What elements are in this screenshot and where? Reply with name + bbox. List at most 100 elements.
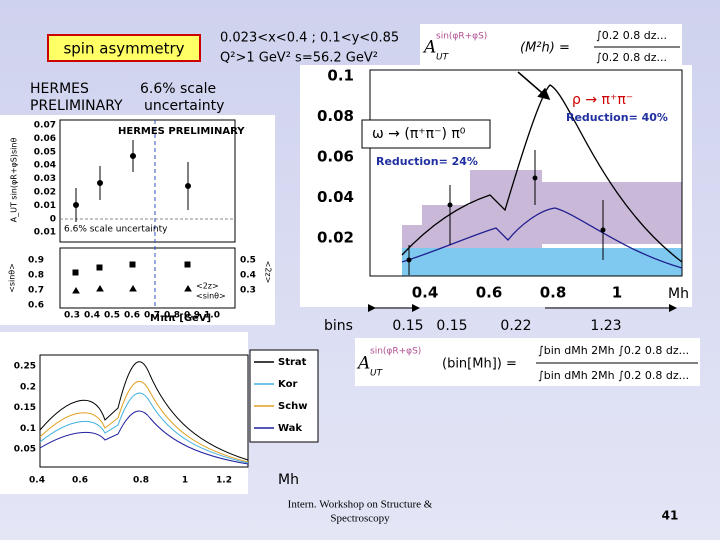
- tick-label: 0.7: [28, 286, 44, 296]
- tick-label: 0.3: [240, 286, 256, 296]
- legend: <sinθ>: [196, 292, 226, 301]
- formula: sin(φR+φS): [436, 32, 487, 42]
- tick-label: 0.05: [14, 445, 36, 455]
- legend-entry: Schw: [278, 401, 308, 412]
- page-number: 41: [662, 509, 679, 523]
- curve: [401, 84, 683, 263]
- tick-label: 0.08: [317, 107, 354, 125]
- formula: ∫bin dMh 2Mh ∫0.2 0.8 dz...: [538, 369, 689, 382]
- formula: (bin[Mh]) =: [442, 357, 517, 372]
- tick-label: 0.5: [240, 256, 256, 266]
- formula: ∫0.2 0.8 dz...: [596, 51, 667, 64]
- frame: [59, 119, 236, 243]
- tick-label: 1: [612, 284, 622, 302]
- formula: A: [356, 354, 370, 374]
- annotation: Reduction= 40%: [566, 111, 668, 124]
- tick-label: 1.2: [216, 476, 232, 486]
- bins: 0.15 0.15 0.22 1.23: [392, 318, 621, 334]
- tick-label: 0.8: [133, 476, 149, 486]
- formula-box: [355, 338, 700, 386]
- tick-label: 0.5: [104, 311, 120, 321]
- hermes: HERMES: [30, 81, 89, 97]
- curve: [39, 361, 249, 461]
- bottom-plot: [0, 332, 248, 494]
- tick-label: 0.9: [28, 256, 44, 266]
- tick-label: 0.8: [28, 271, 44, 281]
- bins-label: bins: [324, 318, 353, 334]
- tick-label: 0.04: [317, 188, 354, 206]
- tick-label: 0.4: [84, 311, 100, 321]
- tick-label: 0.15: [436, 318, 467, 334]
- tick-label: 0.07: [34, 121, 56, 131]
- tick-label: 0.22: [500, 318, 531, 334]
- bottom-ticks: 0.25 0.2 0.15 0.1 0.05 0.4 0.6 0.8 1 1.2: [14, 362, 232, 486]
- tick-label: 0.7: [144, 311, 160, 321]
- annotation: ω → (π⁺π⁻) π⁰: [372, 126, 466, 142]
- tick-label: 0.6: [28, 301, 44, 311]
- side-label: <sinθ>: [8, 263, 17, 293]
- tick-label: 0.05: [34, 147, 56, 157]
- tick-label: 0.02: [34, 188, 56, 198]
- formula: UT: [436, 53, 450, 63]
- tick-label: 0.01: [34, 228, 56, 238]
- tick-label: 0.03: [34, 174, 56, 184]
- curve: [39, 410, 249, 465]
- main-ticks: 0.1 0.08 0.06 0.04 0.02 0.4 0.6 0.8 1: [317, 67, 622, 302]
- tick-label: 0.9: [184, 311, 200, 321]
- arrow: [517, 71, 551, 100]
- legend-entry: Wak: [278, 423, 302, 434]
- formula-box: [420, 24, 682, 68]
- note: 6.6% scale uncertainty: [64, 225, 168, 235]
- kinematics: Q²>1 GeV² s=56.2 GeV²: [220, 51, 378, 66]
- tick-label: 0.6: [476, 284, 503, 302]
- hermes: 6.6% scale: [140, 81, 216, 97]
- tick-label: 0.06: [34, 134, 56, 144]
- legend: Strat Kor Schw Wak: [254, 357, 308, 434]
- tick-label: 0.06: [317, 148, 354, 166]
- curve: [39, 380, 249, 463]
- frame: [39, 354, 249, 468]
- xlabel: Mh: [668, 286, 689, 302]
- plot-title: HERMES PRELIMINARY: [118, 126, 245, 137]
- legend-entry: Strat: [278, 357, 307, 368]
- formula: A: [422, 38, 436, 58]
- tick-label: 1.23: [590, 318, 621, 334]
- tick-label: 0.2: [20, 382, 36, 392]
- tick-label: 0.4: [240, 271, 256, 281]
- footer: Spectroscopy: [330, 513, 390, 525]
- kinematics: 0.023<x<0.4 ; 0.1<y<0.85: [220, 31, 399, 46]
- legend: <2z>: [196, 282, 219, 291]
- legend-box: [249, 349, 319, 443]
- footer: Intern. Workshop on Structure &: [288, 499, 433, 511]
- frame: [59, 247, 236, 309]
- tick-label: 0.25: [14, 362, 36, 372]
- tick-label: 0.8: [540, 284, 567, 302]
- xlabel: Mππ [GeV]: [150, 313, 211, 324]
- tick-label: 0.4: [412, 284, 439, 302]
- annotation: Reduction= 24%: [376, 155, 478, 168]
- hermes: uncertainty: [144, 98, 224, 114]
- tick-label: 0.02: [317, 229, 354, 247]
- frame: [369, 69, 683, 277]
- left-plot: [0, 115, 275, 325]
- tick-label: 0.1: [20, 424, 36, 434]
- tick-label: 0.1: [327, 67, 354, 85]
- xlabel: Mh: [278, 472, 299, 488]
- tick-label: 0.4: [29, 476, 45, 486]
- tick-label: 0: [50, 214, 56, 224]
- tick-label: 0.15: [392, 318, 423, 334]
- bands: [402, 170, 682, 276]
- tick-label: 0.15: [14, 403, 36, 413]
- formula: UT: [370, 369, 384, 379]
- tick-label: 1: [182, 476, 188, 486]
- side-label: <2z>: [264, 261, 273, 284]
- tick-label: 0.04: [34, 161, 56, 171]
- tick-label: 1.0: [204, 311, 220, 321]
- curve: [401, 207, 683, 269]
- omega-box: [361, 119, 491, 149]
- left-ticks: 0.07 0.06 0.05 0.04 0.03 0.02 0.01 0 0.01 0.9 0.8 0…: [28, 121, 256, 321]
- formula: (M²h) =: [520, 41, 570, 56]
- points: [406, 150, 606, 275]
- badge-box: [47, 34, 201, 62]
- ylabel: A_UT sin(φR+φS)sinθ: [10, 138, 19, 223]
